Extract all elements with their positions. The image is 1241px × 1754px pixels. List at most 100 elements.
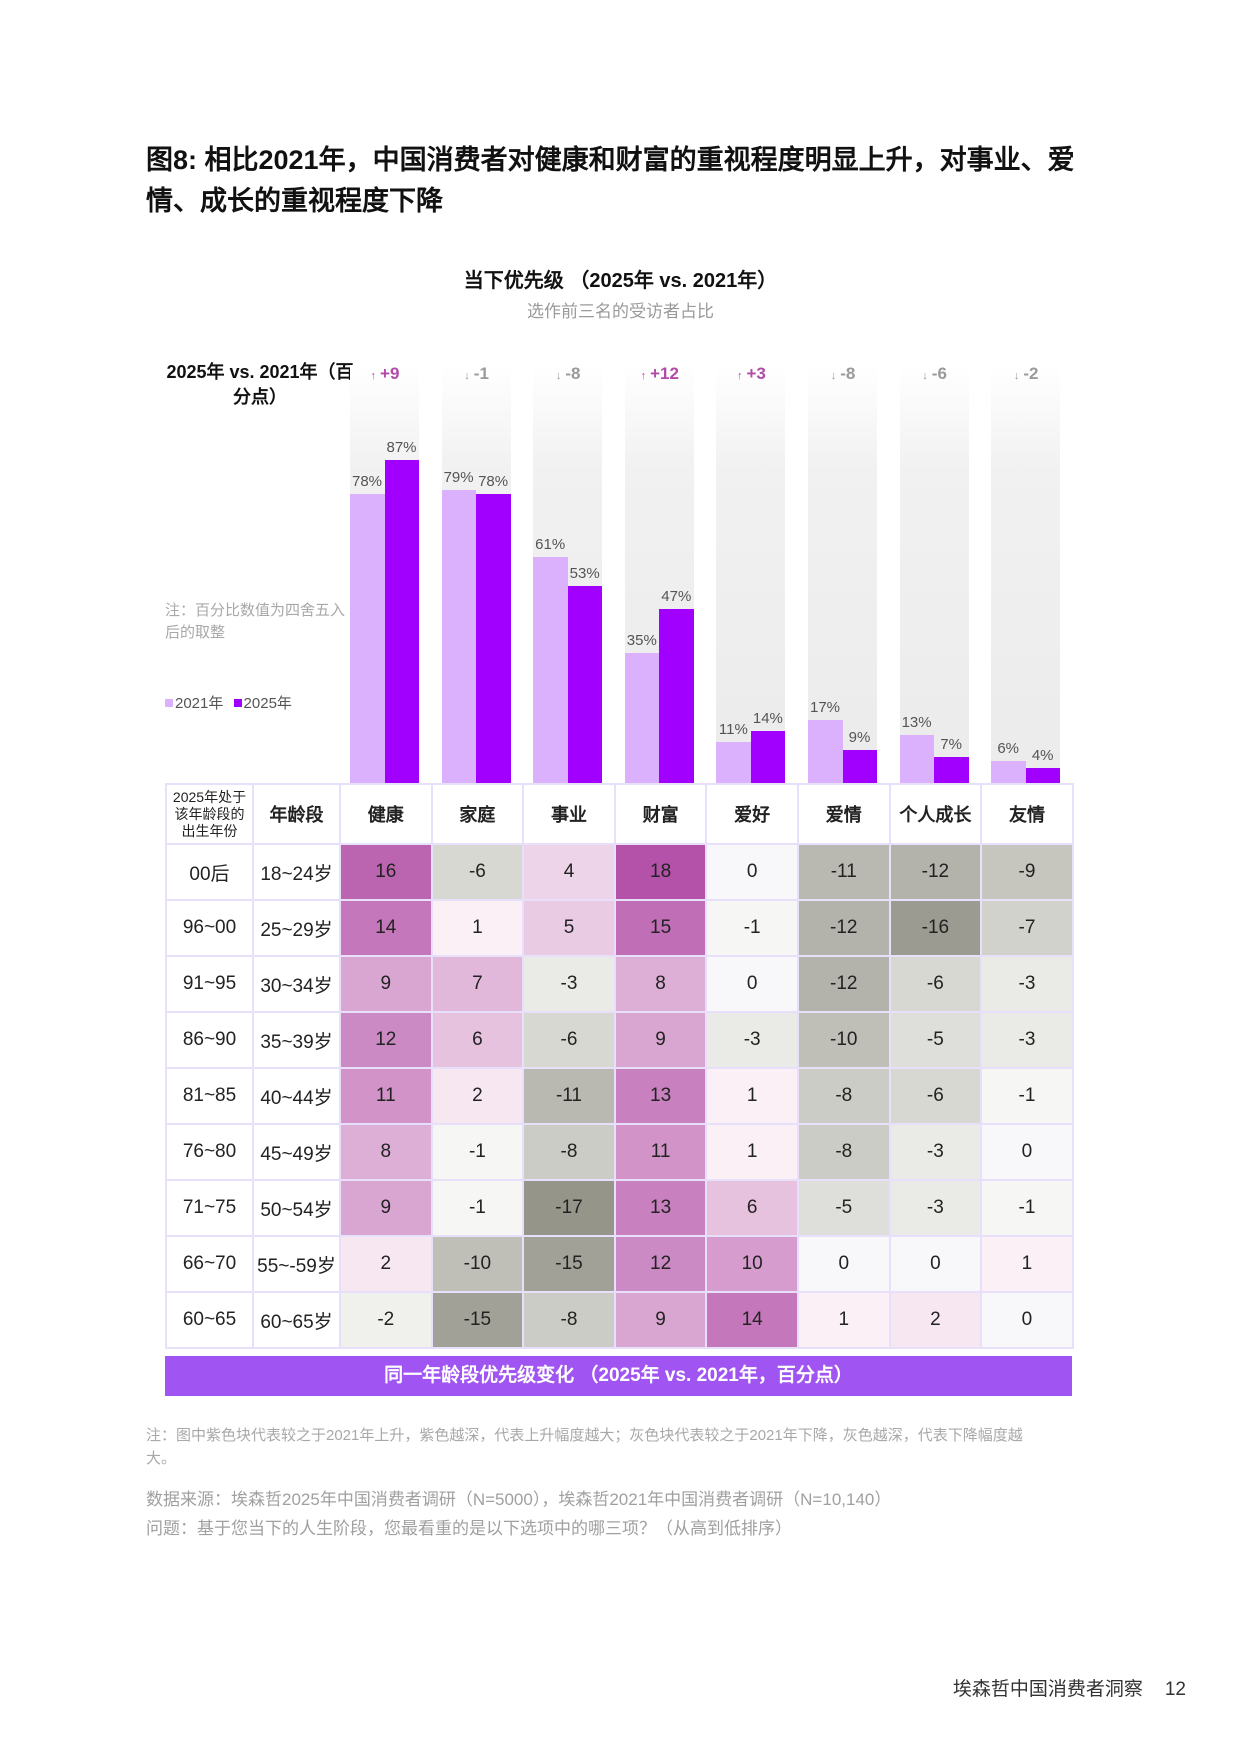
heatmap-cell: 14	[339, 899, 433, 957]
heatmap-cell: 11	[613, 1123, 708, 1181]
birth-year-cell: 76~80	[165, 1123, 254, 1181]
bar-value-label: 13%	[901, 713, 932, 731]
heatmap-cell: 7	[430, 955, 525, 1013]
heatmap-cell: 9	[613, 1011, 708, 1069]
heatmap-cell: -8	[522, 1123, 616, 1181]
delta-value: +9	[380, 364, 400, 383]
heatmap-cell: -3	[980, 1011, 1074, 1069]
heatmap-cell: 9	[613, 1291, 708, 1349]
table-row: 00后 18~24岁 16 -6 4 18 0 -11 -12 -9	[165, 843, 1074, 901]
table-row: 76~80 45~49岁 8 -1 -8 11 1 -8 -3 0	[165, 1123, 1074, 1181]
bar-2021年	[624, 653, 660, 783]
table-row: 60~65 60~65岁 -2 -15 -8 9 14 1 2 0	[165, 1291, 1074, 1349]
page-number: 12	[1164, 1679, 1186, 1700]
bar-value-label: 4%	[1031, 747, 1054, 765]
heatmap-cell: -16	[888, 899, 983, 957]
bar-value-label: 35%	[626, 632, 657, 650]
bar-2025年	[1025, 768, 1061, 783]
heatmap-cell: 1	[430, 899, 525, 957]
birth-year-cell: 60~65	[165, 1291, 254, 1349]
heatmap-cell: 13	[613, 1067, 708, 1125]
age-range-cell: 18~24岁	[252, 843, 341, 901]
bar-value-label: 14%	[752, 710, 783, 728]
table-row: 71~75 50~54岁 9 -1 -17 13 6 -5 -3 -1	[165, 1179, 1074, 1237]
arrow-down-icon: ↓	[1013, 370, 1020, 382]
table-row: 91~95 30~34岁 9 7 -3 8 0 -12 -6 -3	[165, 955, 1074, 1013]
bar-2025年	[567, 586, 603, 783]
bar-2021年	[716, 742, 751, 783]
arrow-down-icon: ↓	[464, 370, 470, 382]
bar-value-label: 7%	[940, 736, 962, 754]
heatmap-cell: -11	[522, 1067, 616, 1125]
age-range-cell: 45~49岁	[252, 1123, 341, 1181]
heatmap-cell: 1	[980, 1235, 1074, 1293]
heatmap-cell: 2	[339, 1235, 433, 1293]
bar-background	[716, 365, 786, 783]
bar-2021年	[991, 760, 1026, 783]
delta-axis-label: 2025年 vs. 2021年（百分点）	[166, 362, 354, 407]
bar-value-label: 47%	[661, 587, 692, 605]
heatmap-cell: -10	[430, 1235, 525, 1293]
table-row: 86~90 35~39岁 12 6 -6 9 -3 -10 -5 -3	[165, 1011, 1074, 1069]
arrow-up-icon: ↑	[640, 370, 647, 382]
bar-value-label: 17%	[809, 698, 841, 716]
column-header: 财富	[613, 783, 708, 845]
age-range-cell: 35~39岁	[252, 1011, 341, 1069]
birth-year-cell: 91~95	[165, 955, 254, 1013]
delta-label: ↑ +12	[614, 364, 706, 384]
legend-label: 2025年	[243, 695, 292, 712]
heatmap-cell: 4	[522, 843, 616, 901]
heatmap-header-row: 2025年处于该年龄段的出生年份 年龄段 健康 家庭 事业 财富 爱好 爱情 个人成长 友情	[165, 783, 1074, 845]
bar-2025年	[750, 731, 786, 783]
arrow-down-icon: ↓	[830, 370, 837, 382]
heatmap-cell: -1	[705, 899, 799, 957]
legend-label: 2021年	[175, 695, 224, 712]
age-range-cell: 40~44岁	[252, 1067, 341, 1125]
column-header: 爱情	[796, 783, 891, 845]
delta-value: -8	[565, 364, 581, 383]
legend-swatch	[165, 699, 173, 707]
heatmap-cell: -5	[796, 1179, 891, 1237]
heatmap-cell: 6	[430, 1011, 525, 1069]
column-header: 爱好	[705, 783, 799, 845]
legend-swatch	[233, 699, 242, 707]
delta-label: ↓ -1	[431, 364, 523, 384]
heatmap-cell: -1	[430, 1179, 525, 1237]
heatmap-cell: -3	[980, 955, 1074, 1013]
heatmap-cell: -6	[522, 1011, 616, 1069]
delta-value: -8	[840, 364, 856, 383]
heatmap-cell: -15	[430, 1291, 525, 1349]
bar-2025年	[934, 757, 969, 783]
footnote: 注：图中紫色块代表较之于2021年上升，紫色越深，代表上升幅度越大；灰色块代表较…	[146, 1427, 1023, 1467]
bar-value-label: 79%	[443, 468, 474, 486]
column-header: 个人成长	[888, 783, 983, 845]
column-header: 年龄段	[252, 783, 341, 845]
heatmap-cell: 0	[888, 1235, 983, 1293]
rounding-note: 注：百分比数值为四舍五入后的取整	[165, 602, 346, 641]
heatmap-cell: 5	[522, 899, 616, 957]
heatmap-cell: -10	[796, 1011, 891, 1069]
heatmap-cell: -6	[888, 955, 983, 1013]
arrow-up-icon: ↑	[370, 370, 377, 382]
heatmap-cell: 0	[796, 1235, 891, 1293]
page-footer: 埃森哲中国消费者洞察 12	[953, 1674, 1186, 1701]
column-header: 2025年处于该年龄段的出生年份	[165, 783, 254, 845]
heatmap-cell: 8	[339, 1123, 433, 1181]
figure-title: 图8: 相比2021年，中国消费者对健康和财富的重视程度明显上升，对事业、爱情、…	[146, 145, 1075, 216]
column-header: 健康	[339, 783, 433, 845]
age-range-cell: 60~65岁	[252, 1291, 341, 1349]
legend: 2021年 2025年	[165, 692, 292, 713]
heatmap-cell: 9	[339, 955, 433, 1013]
bar-background	[991, 365, 1061, 783]
heatmap-cell: -12	[888, 843, 983, 901]
heatmap-cell: -3	[705, 1011, 799, 1069]
heatmap-cell: -3	[888, 1179, 983, 1237]
bar-background	[899, 365, 969, 783]
bar-value-label: 53%	[569, 565, 600, 583]
birth-year-cell: 71~75	[165, 1179, 254, 1237]
heatmap-cell: 13	[613, 1179, 708, 1237]
heatmap-cell: 0	[980, 1123, 1074, 1181]
heatmap-cell: 1	[796, 1291, 891, 1349]
heatmap-cell: -15	[522, 1235, 616, 1293]
heatmap-cell: 14	[705, 1291, 799, 1349]
